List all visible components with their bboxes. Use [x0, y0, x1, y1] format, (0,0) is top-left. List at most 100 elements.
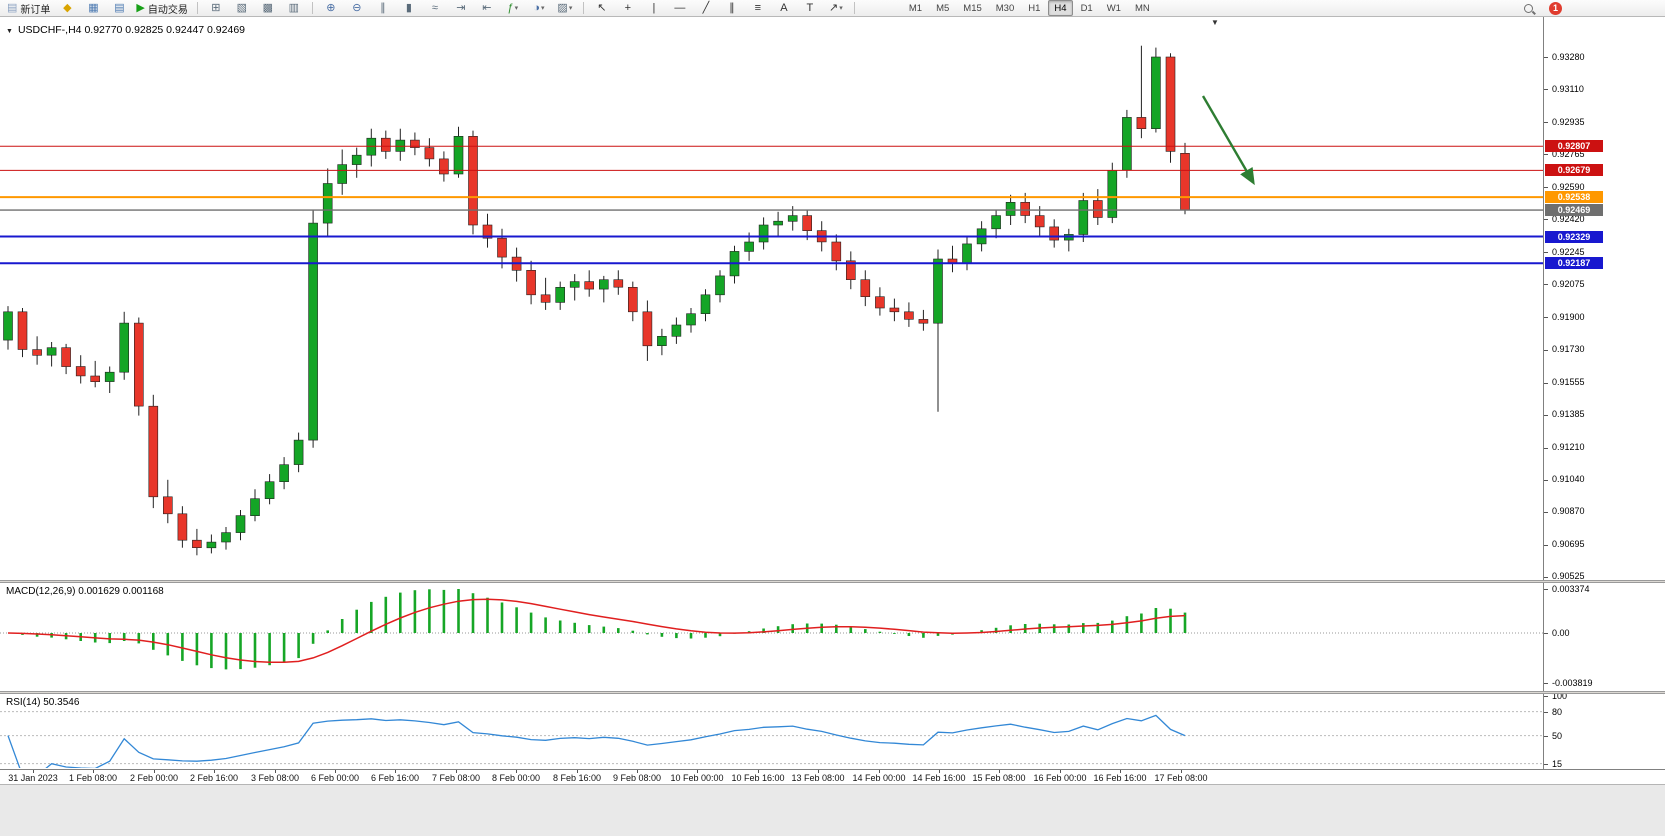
dropdown-arrow-icon: ▾	[568, 5, 573, 12]
time-axis-tick	[275, 770, 276, 773]
fibonacci-icon: ≡	[754, 1, 762, 14]
zoom-out-button[interactable]: ⊖	[345, 0, 369, 17]
price-axis[interactable]: 100 80 50 15 0.93280 0.93110 0.92935 0.92765 0.9…	[1543, 17, 1665, 769]
timeframe-h1-button[interactable]: H1	[1022, 0, 1046, 16]
timeframe-mn-button[interactable]: MN	[1129, 0, 1156, 16]
timeframe-m30-button[interactable]: M30	[990, 0, 1020, 16]
time-axis-tick	[33, 770, 34, 773]
templates-button[interactable]: ▨ ▾	[553, 0, 577, 17]
text-label-button[interactable]: T	[798, 0, 822, 17]
price-axis-label: 0.91730	[1552, 344, 1585, 354]
cursor-button[interactable]: ↖	[590, 0, 614, 17]
time-axis-label: 6 Feb 16:00	[370, 773, 420, 783]
channel-button[interactable]: ∥	[720, 0, 744, 17]
cursor-arrow-icon: ↖	[597, 1, 607, 14]
time-axis-tick	[1120, 770, 1121, 773]
zoom-in-button[interactable]: ⊕	[319, 0, 343, 17]
fibonacci-button[interactable]: ≡	[746, 0, 770, 17]
horizontal-line-button[interactable]: —	[668, 0, 692, 17]
rsi-axis-label: 80	[1552, 707, 1563, 717]
price-axis-label: 0.91555	[1552, 377, 1585, 387]
price-axis-label: 0.90870	[1552, 506, 1585, 516]
vertical-line-button[interactable]: |	[642, 0, 666, 17]
axis-tick	[1544, 317, 1548, 318]
price-axis-label: 0.93110	[1552, 84, 1584, 94]
periods-button[interactable]: ◑ ▾	[527, 0, 551, 17]
axis-tick	[1544, 57, 1548, 58]
time-axis-tick	[697, 770, 698, 773]
time-axis-tick	[999, 770, 1000, 773]
timeframe-m15-button[interactable]: M15	[957, 0, 987, 16]
horizontal-line-icon: —	[674, 1, 686, 14]
time-axis-tick	[879, 770, 880, 773]
axis-tick	[1544, 736, 1548, 737]
price-axis-label: 0.90525	[1552, 571, 1585, 581]
time-axis-label: 1 Feb 08:00	[68, 773, 118, 783]
templates-icon: ▨	[557, 1, 568, 14]
auto-scroll-button[interactable]: ⇥	[449, 0, 473, 17]
candlestick-chart-button[interactable]: ▮	[397, 0, 421, 17]
time-axis-label: 3 Feb 08:00	[250, 773, 300, 783]
time-axis[interactable]: 31 Jan 2023 1 Feb 08:00 2 Feb 00:00 2 Feb 1…	[0, 769, 1665, 785]
rsi-axis-label: 50	[1552, 731, 1563, 741]
price-axis-label: 0.91040	[1552, 474, 1585, 484]
time-axis-tick	[1181, 770, 1182, 773]
cascade-windows-button[interactable]: ▩	[256, 0, 280, 17]
chart-shift-button[interactable]: ⇤	[475, 0, 499, 17]
timeframe-m1-button[interactable]: M1	[903, 0, 928, 16]
notification-badge[interactable]: 1	[1549, 1, 1562, 15]
time-axis-tick	[516, 770, 517, 773]
axis-tick	[1544, 89, 1548, 90]
macd-canvas[interactable]	[0, 583, 1543, 691]
one-click-trading-arrow-icon[interactable]: ▼	[6, 28, 13, 35]
indicators-button[interactable]: ƒ ▾	[501, 0, 525, 17]
panel-splitter-macd[interactable]	[0, 580, 1665, 583]
rsi-canvas[interactable]	[0, 694, 1543, 768]
toolbar-separator	[853, 2, 855, 14]
time-axis-tick	[214, 770, 215, 773]
tile-windows-button[interactable]: ▥	[282, 0, 306, 17]
market-watch-icon: ▦	[88, 1, 99, 14]
profiles-button[interactable]: ▧	[230, 0, 254, 17]
time-axis-label: 6 Feb 00:00	[310, 773, 360, 783]
metaeditor-button[interactable]: ◆	[55, 0, 79, 17]
terminal-button[interactable]: ▤	[107, 0, 131, 17]
axis-tick	[1544, 545, 1548, 546]
timeframe-w1-button[interactable]: W1	[1101, 0, 1127, 16]
crosshair-button[interactable]: +	[616, 0, 640, 17]
toolbar-separator	[196, 2, 198, 14]
terminal-icon: ▤	[114, 1, 125, 14]
zoom-search-button[interactable]	[1516, 0, 1540, 17]
price-tag-support-line-1: 0.92329	[1545, 231, 1603, 243]
text-button[interactable]: A	[772, 0, 796, 17]
panel-splitter-rsi[interactable]	[0, 691, 1665, 694]
bar-chart-button[interactable]: ∥	[371, 0, 395, 17]
price-axis-label: 0.92765	[1552, 149, 1585, 159]
timeframe-m5-button[interactable]: M5	[930, 0, 955, 16]
new-chart-button[interactable]: ⊞	[204, 0, 228, 17]
candlestick-chart-icon: ▮	[405, 1, 412, 14]
time-axis-label: 13 Feb 08:00	[791, 773, 845, 783]
line-chart-button[interactable]: ≈	[423, 0, 447, 17]
time-axis-tick	[818, 770, 819, 773]
autotrading-button[interactable]: ▶ 自动交易	[133, 0, 190, 17]
axis-tick	[1544, 350, 1548, 351]
axis-tick	[1544, 589, 1548, 590]
price-tag-resistance-line-1: 0.92807	[1545, 140, 1603, 152]
metaeditor-icon: ◆	[63, 1, 72, 14]
arrows-button[interactable]: ↗ ▾	[824, 0, 848, 17]
axis-tick	[1544, 154, 1548, 155]
timeframe-d1-button[interactable]: D1	[1075, 0, 1099, 16]
trendline-button[interactable]: ╱	[694, 0, 718, 17]
market-watch-button[interactable]: ▦	[81, 0, 105, 17]
timeframe-d1-button-label: D1	[1080, 2, 1093, 14]
time-axis-label: 7 Feb 08:00	[431, 773, 481, 783]
macd-axis-label: -0.003819	[1552, 678, 1593, 688]
axis-tick	[1544, 122, 1548, 123]
price-chart-canvas[interactable]	[0, 17, 1543, 580]
chart-shift-marker-icon: ▼	[1211, 18, 1219, 27]
price-axis-label: 0.91210	[1552, 442, 1585, 452]
new-order-button[interactable]: ▤ 新订单	[4, 0, 53, 17]
price-axis-label: 0.92420	[1552, 214, 1585, 224]
timeframe-h4-button[interactable]: H4	[1048, 0, 1073, 16]
